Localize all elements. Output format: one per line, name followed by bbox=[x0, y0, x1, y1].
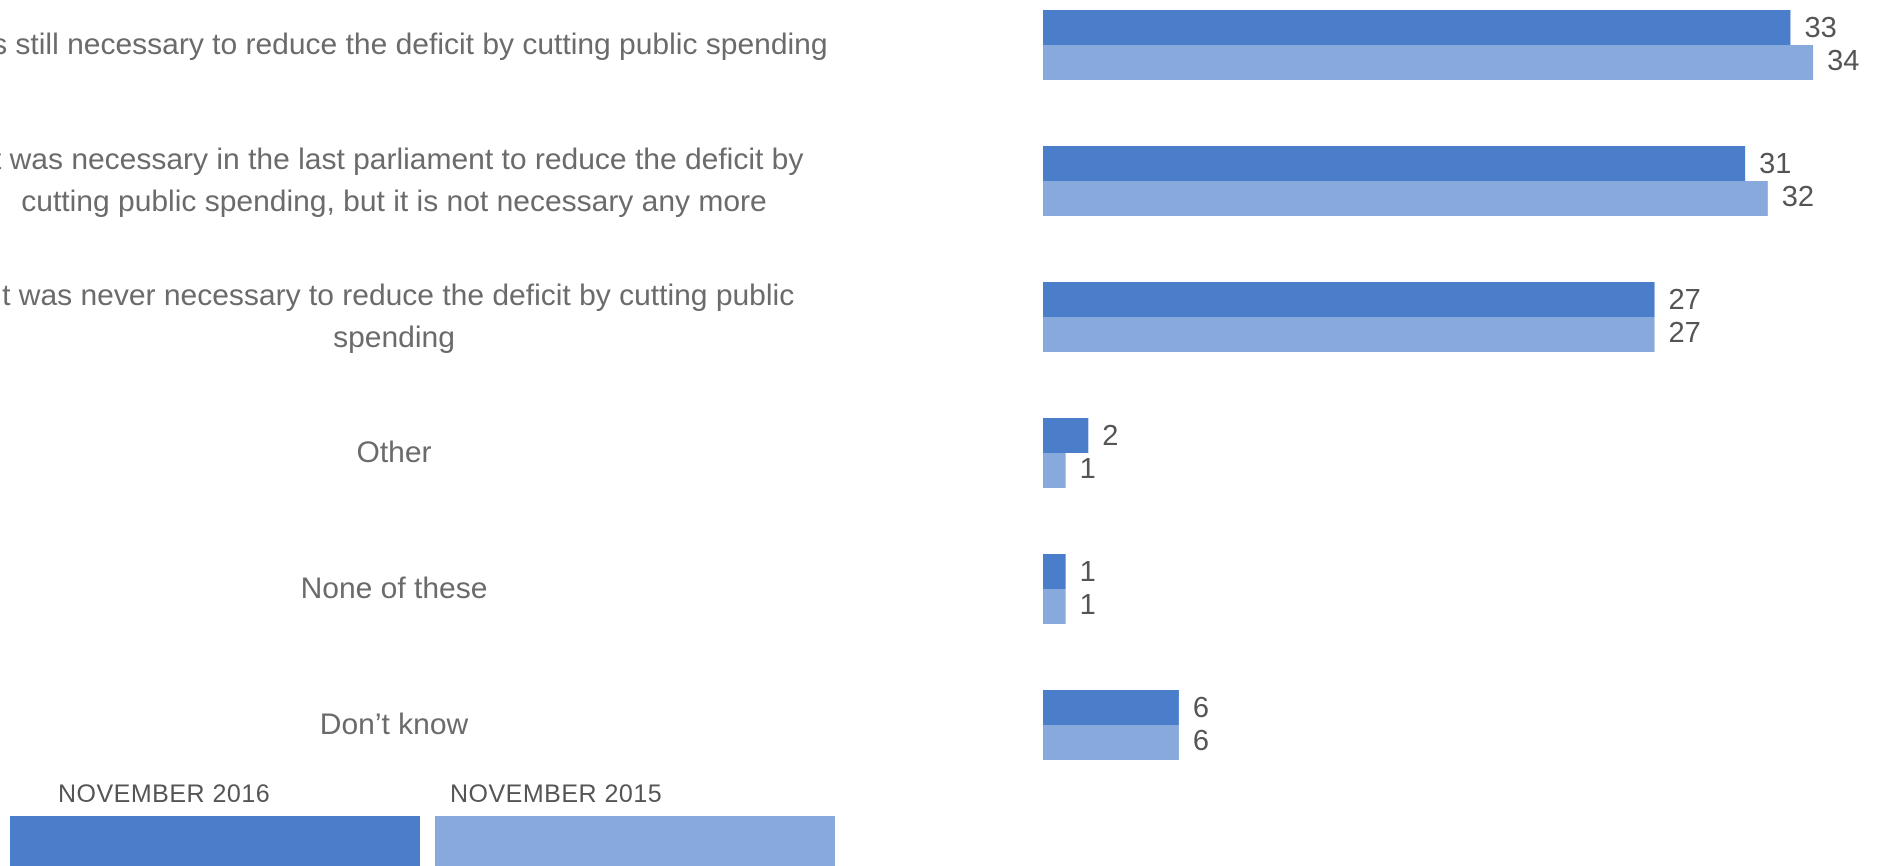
bar bbox=[1043, 453, 1066, 488]
bar bbox=[1043, 181, 1768, 216]
legend-label-2015: NOVEMBER 2015 bbox=[450, 780, 663, 808]
bar bbox=[1043, 690, 1179, 725]
bar bbox=[1043, 10, 1791, 45]
data-label: 2 bbox=[1102, 420, 1118, 452]
legend-swatch-2016 bbox=[10, 816, 420, 866]
data-label: 32 bbox=[1782, 181, 1814, 213]
data-label: 1 bbox=[1080, 556, 1096, 588]
data-label: 1 bbox=[1080, 589, 1096, 621]
bar bbox=[1043, 146, 1746, 181]
data-label: 34 bbox=[1827, 45, 1859, 77]
category-label: Other bbox=[356, 436, 432, 469]
data-label: 6 bbox=[1193, 692, 1209, 724]
data-label: 1 bbox=[1080, 453, 1096, 485]
bar bbox=[1043, 725, 1179, 760]
data-label: 6 bbox=[1193, 725, 1209, 757]
data-label: 31 bbox=[1759, 148, 1791, 180]
bar bbox=[1043, 418, 1089, 453]
legend-swatch-2015 bbox=[435, 816, 835, 866]
bar bbox=[1043, 282, 1655, 317]
bar bbox=[1043, 317, 1655, 352]
bar bbox=[1043, 554, 1066, 589]
category-label: None of these bbox=[300, 572, 488, 605]
bar bbox=[1043, 589, 1066, 624]
data-label: 27 bbox=[1669, 317, 1701, 349]
data-label: 33 bbox=[1804, 12, 1836, 44]
category-label: It was necessary in the last parliament … bbox=[0, 143, 804, 218]
legend-label-2016: NOVEMBER 2016 bbox=[58, 780, 271, 808]
data-label: 27 bbox=[1669, 284, 1701, 316]
category-label: It was never necessary to reduce the def… bbox=[0, 279, 795, 354]
category-label: Don’t know bbox=[319, 708, 469, 741]
category-label: It is still necessary to reduce the defi… bbox=[0, 28, 828, 61]
bar bbox=[1043, 45, 1814, 80]
